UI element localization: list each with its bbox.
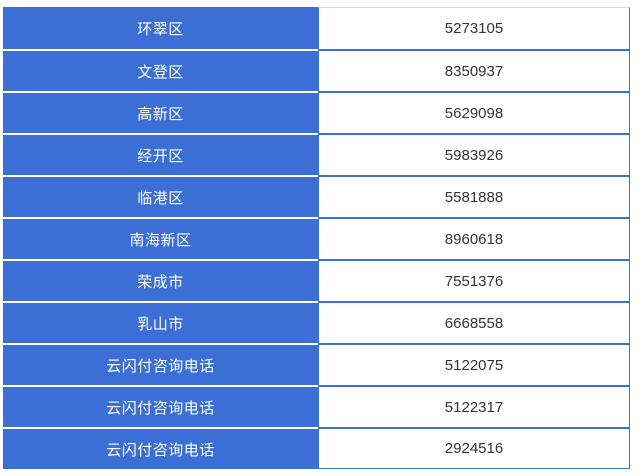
table-row: 经开区 5983926 <box>0 133 640 175</box>
phone-number-cell: 8960618 <box>318 217 630 259</box>
phone-number-cell: 6668558 <box>318 301 630 343</box>
table-row: 荣成市 7551376 <box>0 259 640 301</box>
table-row: 环翠区 5273105 <box>0 7 640 49</box>
region-label-cell: 环翠区 <box>3 7 318 49</box>
region-label-cell: 南海新区 <box>3 217 318 259</box>
table-row: 云闪付咨询电话 5122075 <box>0 343 640 385</box>
phone-number-cell: 5122075 <box>318 343 630 385</box>
table-row: 高新区 5629098 <box>0 91 640 133</box>
phone-number-cell: 5273105 <box>318 7 630 49</box>
region-label-cell: 云闪付咨询电话 <box>3 385 318 427</box>
table-row: 云闪付咨询电话 5122317 <box>0 385 640 427</box>
phone-number-cell: 5581888 <box>318 175 630 217</box>
region-label-cell: 高新区 <box>3 91 318 133</box>
region-label-cell: 文登区 <box>3 49 318 91</box>
phone-number-cell: 7551376 <box>318 259 630 301</box>
contact-phone-table: 环翠区 5273105 文登区 8350937 高新区 5629098 经开区 … <box>0 7 640 469</box>
table-row: 文登区 8350937 <box>0 49 640 91</box>
phone-number-cell: 2924516 <box>318 427 630 469</box>
region-label-cell: 荣成市 <box>3 259 318 301</box>
region-label-cell: 经开区 <box>3 133 318 175</box>
region-label-cell: 云闪付咨询电话 <box>3 427 318 469</box>
table-row: 乳山市 6668558 <box>0 301 640 343</box>
region-label-cell: 云闪付咨询电话 <box>3 343 318 385</box>
region-label-cell: 乳山市 <box>3 301 318 343</box>
table-row: 云闪付咨询电话 2924516 <box>0 427 640 469</box>
table-row: 南海新区 8960618 <box>0 217 640 259</box>
table-row: 临港区 5581888 <box>0 175 640 217</box>
phone-number-cell: 5122317 <box>318 385 630 427</box>
phone-number-cell: 8350937 <box>318 49 630 91</box>
phone-number-cell: 5629098 <box>318 91 630 133</box>
phone-number-cell: 5983926 <box>318 133 630 175</box>
region-label-cell: 临港区 <box>3 175 318 217</box>
